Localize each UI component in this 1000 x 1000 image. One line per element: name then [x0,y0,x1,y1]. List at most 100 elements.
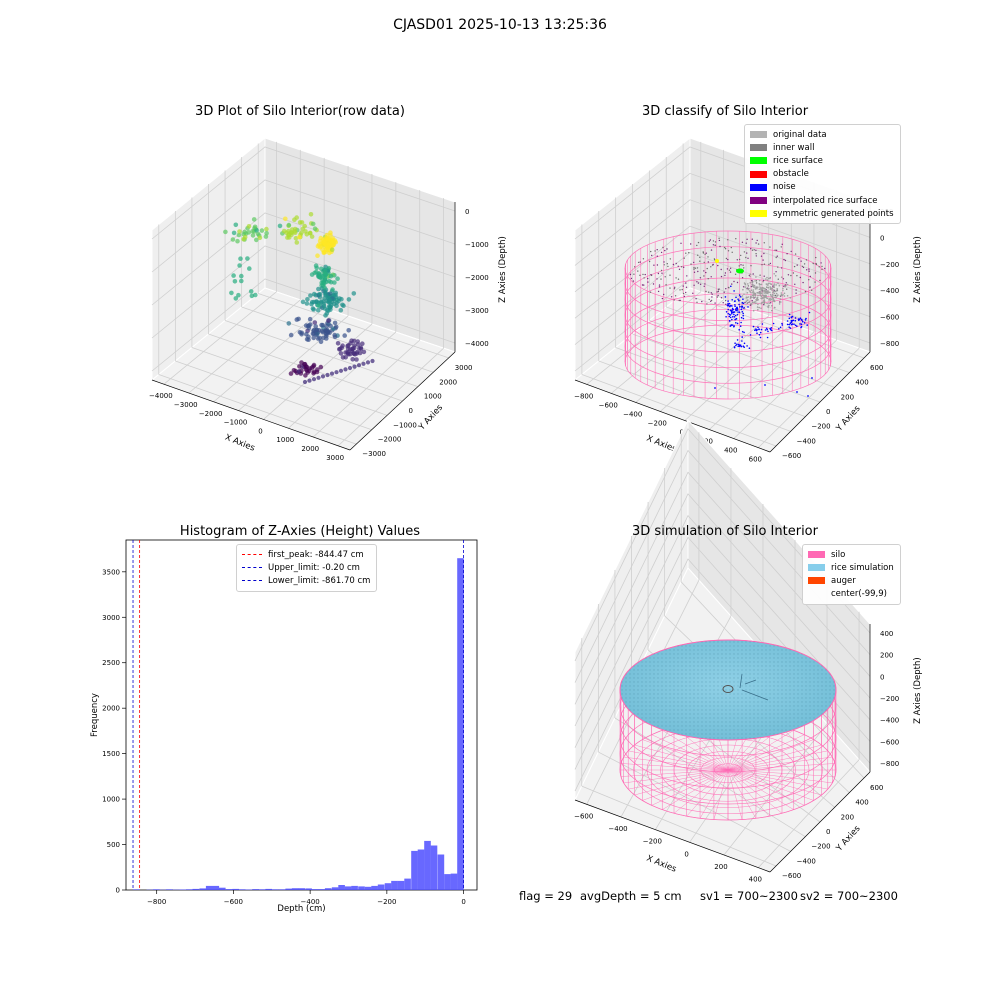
silo-floor-spoke [727,739,814,771]
x-tick-label: −800 [574,392,593,400]
noise-point [738,299,740,302]
noise-point [725,311,728,313]
grid-line [151,179,456,273]
noise-point [759,336,762,339]
original-point [761,294,764,296]
surface-point [735,238,737,240]
surface-point [733,280,735,283]
surface-point [757,243,760,245]
histogram-bar [199,888,206,890]
data-point [325,372,330,378]
y-tick-label: 0 [826,408,830,416]
grid-line [581,785,777,867]
original-point [747,296,750,298]
original-point [759,283,762,286]
data-point [339,296,344,302]
original-point [753,284,756,287]
legend-label: original data [773,129,827,140]
surface-point [630,277,633,280]
surface-point [722,302,724,304]
data-point [230,237,236,242]
silo-floor-spoke [727,769,805,806]
noise-point [732,308,734,311]
surface-point [755,280,758,282]
data-point [286,321,292,326]
data-point [283,216,288,222]
noise-point [800,326,803,328]
surface-point [680,242,682,244]
surface-point [763,275,765,277]
data-point [347,365,353,371]
noise-point [806,324,808,326]
legend-item: interpolated rice surface [750,194,894,207]
surface-point [759,274,761,276]
x-tick-label: −400 [608,825,627,833]
data-point [236,232,242,238]
data-point [347,351,353,357]
noise-point [738,329,740,331]
data-point [311,299,317,305]
original-point [771,297,774,299]
noise-point [742,314,744,317]
data-point [229,290,234,296]
data-point [291,368,297,373]
original-point [777,294,779,296]
surface-point [783,258,785,261]
surface-point [707,278,709,280]
silo-floor-spoke [727,769,828,790]
data-point [332,280,337,285]
surface-point [794,283,796,285]
original-point [756,296,759,299]
noise-point [729,325,732,327]
histogram-bar [153,889,160,890]
data-point [318,364,324,370]
surface-point [637,261,640,264]
data-point [239,278,244,284]
surface-point [696,281,698,283]
surface-point [804,290,807,293]
data-point [311,307,317,312]
data-point [333,292,338,298]
noise-point [733,346,736,349]
surface-point [705,252,707,254]
surface-point [704,283,706,285]
y-tick-label: 0 [826,828,830,836]
legend-swatch [750,183,767,191]
noise-point [725,316,727,318]
surface-point [677,265,679,267]
z-axis-label: Z Axies (Depth) [498,236,508,303]
silo-floor-spoke [623,769,729,784]
histogram-bar [179,889,187,890]
original-point [743,293,745,296]
silo-floor-spoke [623,756,729,771]
data-point [307,378,312,383]
surface-point [720,297,723,299]
histogram-bar [212,885,220,890]
sv1-readout: sv1 = 700~2300 [700,889,798,903]
data-point [309,272,315,277]
data-point [319,299,324,304]
surface-point [703,285,705,287]
data-point [351,291,357,296]
surface-point [713,258,716,260]
surface-point [724,274,726,277]
data-point [316,303,321,308]
data-point [307,230,313,236]
original-point [742,288,744,291]
surface-point [716,291,718,293]
histogram-bar [324,888,332,890]
noise-point [737,298,739,301]
noise-point [735,296,737,299]
silo-floor-spoke [634,769,729,796]
data-point [313,263,319,269]
legend-item: rice surface [750,154,894,167]
legend-label: silo [831,549,846,560]
surface-point [710,292,712,294]
data-point [313,324,319,329]
original-point [760,302,763,305]
legend-label: center(-99,9) [831,589,887,600]
surface-point [649,291,652,293]
original-point [758,306,760,309]
noise-point [731,318,733,321]
noise-point [728,313,731,316]
